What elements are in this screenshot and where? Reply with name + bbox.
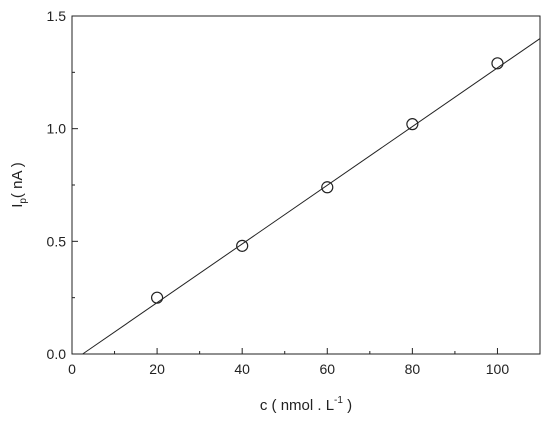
x-tick-label: 0 xyxy=(68,361,76,377)
fit-line-group xyxy=(82,38,541,355)
y-tick-label: 1.5 xyxy=(47,8,67,24)
y-tick-label: 0.0 xyxy=(47,346,67,362)
plot-frame xyxy=(71,15,541,355)
y-tick-label: 1.0 xyxy=(47,121,67,137)
x-axis-title: c ( nmol . L-1 ) xyxy=(260,395,352,414)
x-tick-label: 20 xyxy=(149,361,165,377)
y-tick-label: 0.5 xyxy=(47,233,67,249)
x-tick-label: 100 xyxy=(486,361,510,377)
data-point xyxy=(491,57,504,70)
data-point xyxy=(236,239,249,252)
y-axis-ticks: 0.0 0.5 1.0 1.5 xyxy=(47,8,78,362)
x-tick-label: 80 xyxy=(405,361,421,377)
fit-line xyxy=(82,38,541,355)
x-tick-label: 60 xyxy=(319,361,335,377)
data-point xyxy=(321,181,334,194)
x-tick-label: 40 xyxy=(234,361,250,377)
data-point xyxy=(150,291,164,304)
y-axis-title: Ip( nA ) xyxy=(9,162,29,208)
data-points xyxy=(150,57,504,304)
data-point xyxy=(406,118,419,131)
x-axis-ticks: 0 20 40 60 80 100 xyxy=(68,348,541,377)
